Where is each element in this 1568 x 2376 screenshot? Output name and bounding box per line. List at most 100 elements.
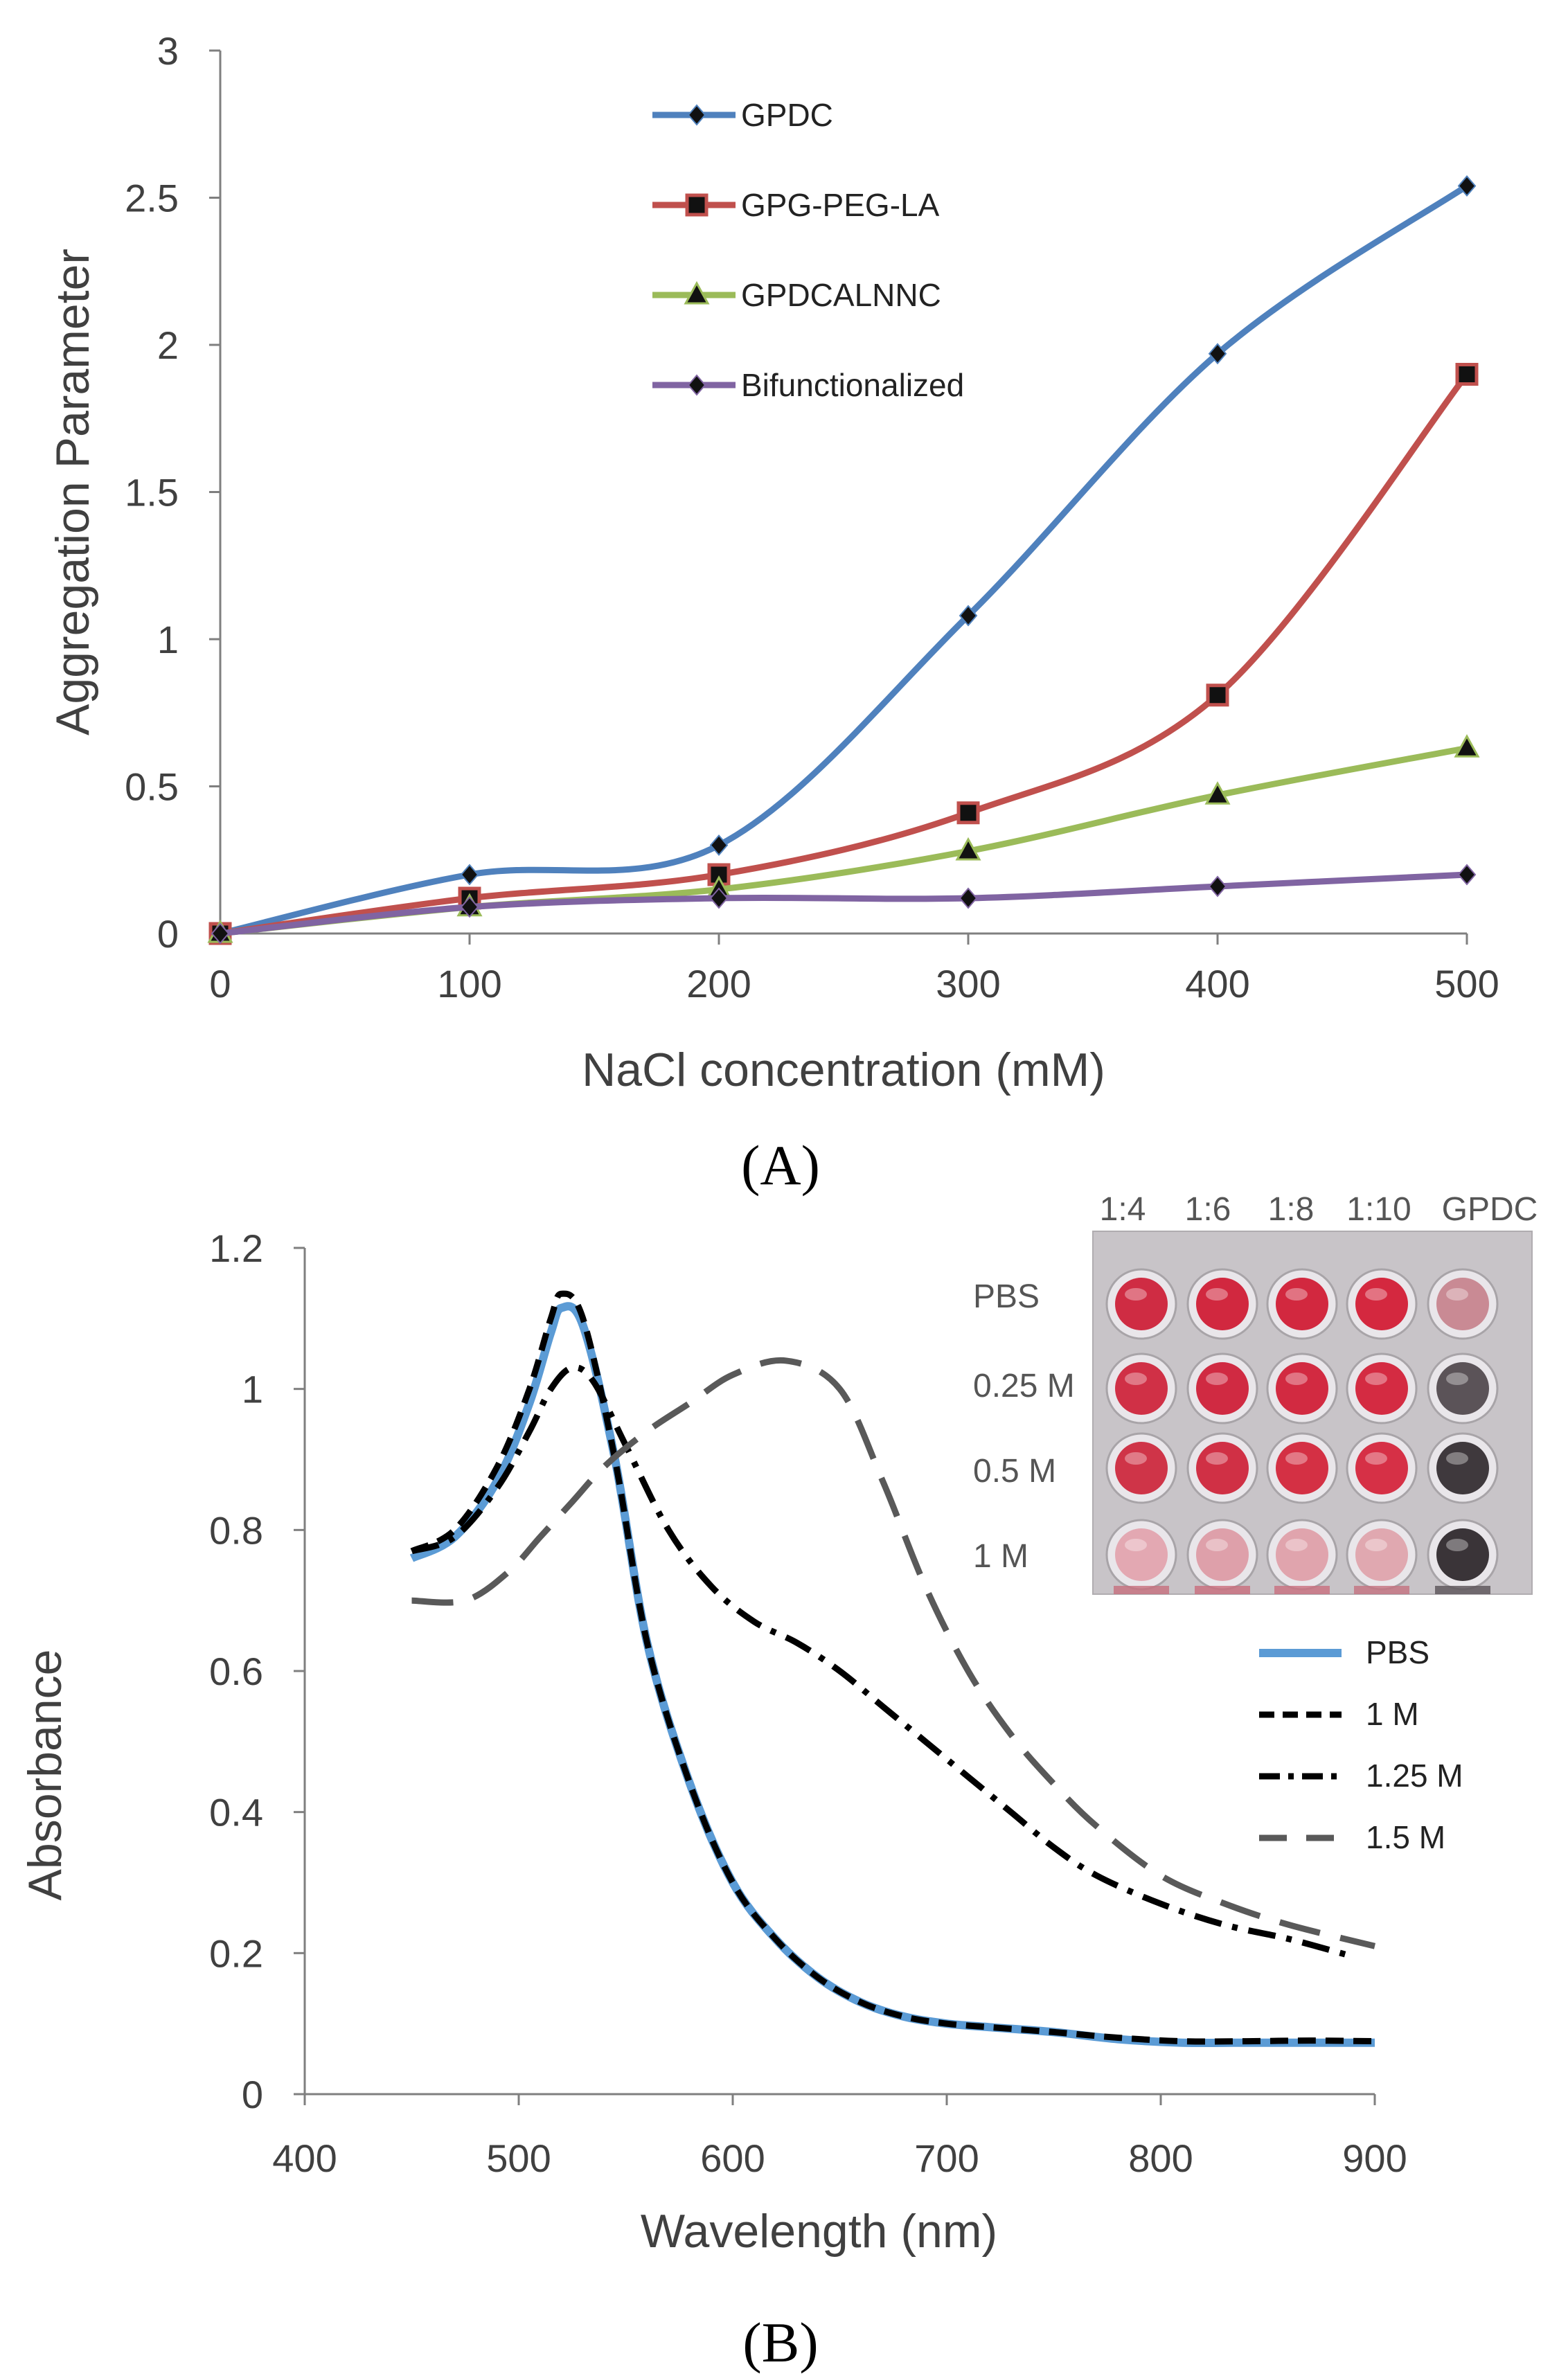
well-highlight [1125,1288,1147,1301]
well-highlight [1446,1452,1468,1465]
well [1355,1278,1408,1330]
well-highlight [1446,1539,1468,1551]
chart-a-data-point [1208,343,1227,365]
chart-a-legend-marker [687,374,706,396]
well [1436,1278,1489,1330]
well-partial [1274,1586,1330,1594]
chart-b-y-tick-label: 1.2 [209,1226,263,1270]
well-highlight [1125,1539,1147,1551]
well [1436,1442,1489,1494]
well-highlight [1206,1452,1228,1465]
chart-a-data-point [959,887,978,909]
chart-b-x-tick-label: 900 [1342,2136,1407,2180]
chart-a-y-axis-label: Aggregation Parameter [46,249,99,735]
chart-a-y-tick-label: 0.5 [125,765,179,809]
well-highlight [1125,1373,1147,1385]
chart-b-series [409,1290,1376,2048]
well-highlight [1365,1539,1387,1551]
well-partial [1114,1586,1169,1594]
chart-a-data-point [1204,781,1231,805]
well [1436,1362,1489,1415]
chart-a-data-point [959,605,978,627]
chart-a-series-line [217,871,1470,937]
chart-a-y-tick-label: 2 [157,323,179,367]
well [1436,1528,1489,1581]
chart-b-x-tick-label: 800 [1128,2136,1193,2180]
chart-b-x-tick-label: 500 [486,2136,551,2180]
chart-a-series-line [217,371,1470,937]
chart-a-data-point [460,864,479,886]
chart-a-legend-marker [684,280,710,305]
inset-row-label: 0.25 M [973,1368,1075,1404]
chart-a-x-tick-label: 200 [686,962,751,1006]
chart-a: 0 0.5 1 1.5 2 2.5 3 0 100 200 300 400 500 GPDC GPG-PE… [46,29,1499,1197]
well [1196,1362,1249,1415]
well-highlight [1285,1288,1308,1301]
chart-a-data-point [1206,684,1229,707]
well-partial [1195,1586,1250,1594]
well [1276,1528,1328,1581]
chart-a-x-tick-label: 300 [936,962,1000,1006]
chart-a-x-tick-label: 400 [1185,962,1249,1006]
chart-a-data-point [211,922,230,945]
well [1115,1278,1168,1330]
well-highlight [1285,1539,1308,1551]
chart-a-data-point [1457,175,1477,197]
chart-a-x-axis-label: NaCl concentration (mM) [582,1044,1105,1096]
chart-a-data-point [1454,734,1480,758]
chart-a-y-tick-label: 3 [157,29,179,73]
chart-a-series-line [217,183,1470,937]
well [1355,1362,1408,1415]
chart-a-axes: 0 0.5 1 1.5 2 2.5 3 0 100 200 300 400 500 [125,29,1499,1006]
chart-b-legend-label: PBS [1366,1634,1429,1670]
chart-a-data-point [956,801,980,825]
chart-a-x-tick-label: 500 [1434,962,1499,1006]
chart-a-x-tick-label: 100 [437,962,501,1006]
chart-a-data-point [460,896,479,918]
well-plate-inset: 1:4 1:6 1:8 1:10 GPDC PBS 0.25 M 0.5 M 1 M [973,1191,1538,1595]
chart-b-x-tick-label: 700 [914,2136,979,2180]
chart-a-y-tick-label: 1.5 [125,471,179,515]
well [1115,1528,1168,1581]
chart-b-series-line [410,1290,1375,2045]
well [1196,1442,1249,1494]
inset-column-label: 1:8 [1268,1191,1315,1228]
inset-row-label: 0.5 M [973,1453,1056,1490]
chart-b-y-tick-label: 0 [242,2073,263,2116]
chart-b-y-tick-label: 1 [242,1368,263,1411]
inset-row-label: 1 M [973,1538,1028,1575]
chart-a-data-point [1455,363,1479,386]
chart-b-x-tick-label: 600 [700,2136,765,2180]
chart-b-legend-label: 1 M [1366,1696,1419,1732]
inset-column-label: 1:10 [1346,1191,1411,1228]
chart-b-y-tick-label: 0.2 [209,1931,263,1975]
inset-column-label: 1:4 [1100,1191,1146,1228]
chart-a-data-point [955,837,981,861]
well-highlight [1446,1288,1468,1301]
chart-b-y-tick-label: 0.8 [209,1508,263,1552]
chart-a-y-tick-label: 0 [157,912,179,956]
well [1355,1442,1408,1494]
panel-label-a: (A) [741,1134,820,1197]
chart-a-y-tick-label: 1 [157,618,179,661]
panel-label-b: (B) [742,2311,818,2374]
chart-b-y-tick-label: 0.4 [209,1791,263,1834]
chart-a-series [207,175,1480,945]
well-highlight [1125,1452,1147,1465]
well-highlight [1285,1452,1308,1465]
well-highlight [1206,1539,1228,1551]
well-highlight [1446,1373,1468,1385]
well [1196,1278,1249,1330]
chart-b-x-axis-label: Wavelength (nm) [641,2205,997,2258]
well-highlight [1206,1373,1228,1385]
inset-row-label: PBS [973,1278,1040,1315]
well-partial [1435,1586,1490,1594]
well [1196,1528,1249,1581]
well [1276,1362,1328,1415]
well [1115,1442,1168,1494]
well-highlight [1206,1288,1228,1301]
chart-a-legend-label: Bifunctionalized [741,367,964,403]
chart-a-data-point [709,834,729,857]
